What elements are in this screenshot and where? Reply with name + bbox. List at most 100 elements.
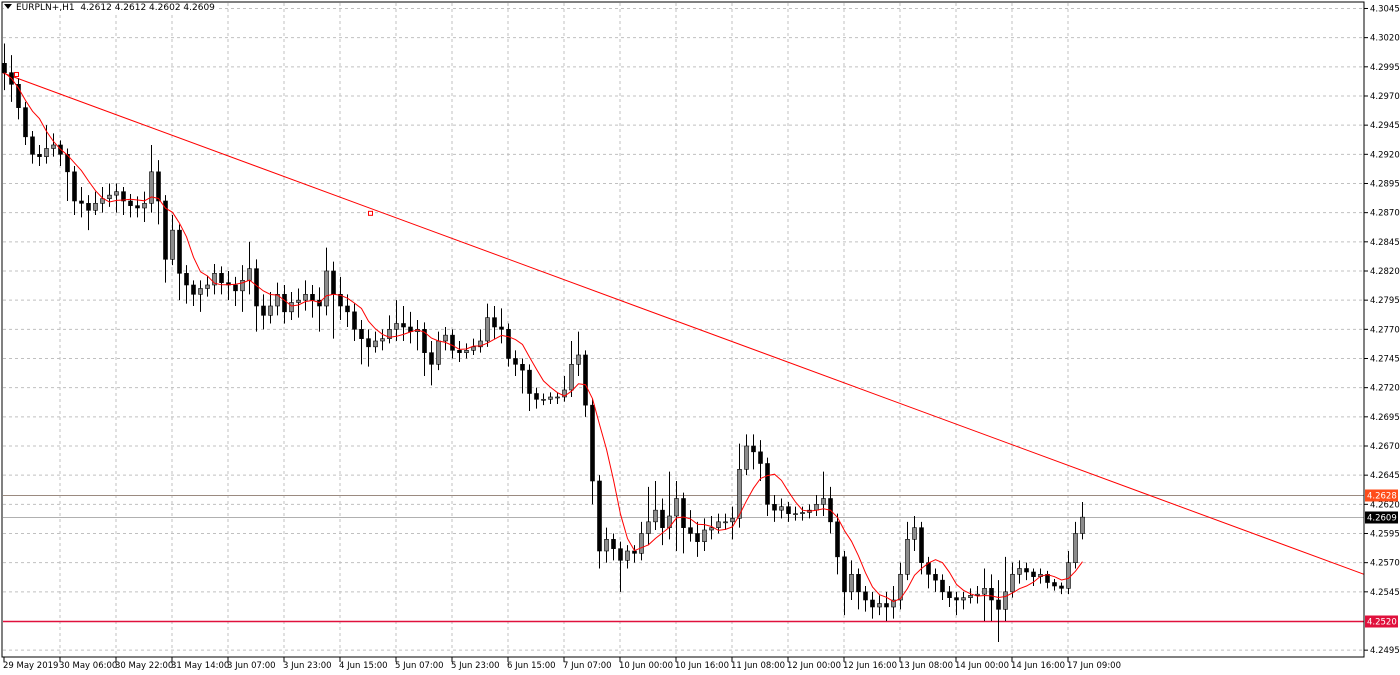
candle-bear (954, 597, 959, 601)
candle-bull (709, 527, 714, 531)
candle-bull (303, 294, 308, 301)
candle-bear (688, 527, 693, 534)
x-tick-label: 12 Jun 00:00 (787, 661, 841, 671)
candle-bear (765, 463, 770, 505)
candle-bull (982, 588, 987, 595)
candle-bear (219, 273, 224, 283)
candle-bear (989, 588, 994, 601)
candle-bear (919, 527, 924, 563)
y-tick-label: 4.2845 (1370, 238, 1400, 248)
grid (3, 3, 1364, 657)
candle-bear (450, 334, 455, 351)
x-tick-label: 29 May 2019 (3, 661, 58, 671)
x-tick-label: 14 Jun 00:00 (955, 661, 1009, 671)
candle-bear (156, 171, 161, 202)
candle-bear (786, 506, 791, 514)
candle-bull (485, 317, 490, 342)
x-tick-label: 12 Jun 16:00 (843, 661, 897, 671)
candle-bear (37, 154, 42, 157)
x-tick-label: 11 Jun 08:00 (731, 661, 785, 671)
level-label-box-support (1365, 615, 1398, 628)
candle-bear (429, 352, 434, 365)
y-tick-label: 4.2595 (1370, 529, 1400, 539)
candle-bear (618, 548, 623, 561)
x-tick-label: 14 Jun 16:00 (1011, 661, 1065, 671)
x-tick-label: 3 Jun 07:00 (227, 661, 276, 671)
candle-bull (814, 504, 819, 511)
candle-bear (422, 329, 427, 353)
dropdown-triangle-icon[interactable] (4, 4, 12, 9)
candle-bear (191, 284, 196, 295)
candle-bull (240, 280, 245, 292)
x-tick-label: 30 May 22:00 (115, 661, 173, 671)
candle-bull (1080, 516, 1085, 534)
candle-bull (296, 299, 301, 303)
candle-bear (611, 539, 616, 549)
candle-bull (569, 364, 574, 391)
candle-bear (842, 556, 847, 593)
candle-bull (93, 203, 98, 211)
level-labels: 4.2628 4.2609 4.2520 (1365, 489, 1398, 628)
candle-bull (394, 323, 399, 330)
x-tick-label: 13 Jun 08:00 (899, 661, 953, 671)
candle-bear (254, 268, 259, 307)
candle-bear (1052, 582, 1057, 587)
candle-bear (660, 509, 665, 528)
candle-bull (170, 229, 175, 260)
candle-bull (1010, 574, 1015, 593)
candle-bull (51, 144, 56, 149)
candle-bear (947, 591, 952, 598)
y-tick-label: 4.2545 (1370, 588, 1400, 598)
y-tick-label: 4.2720 (1370, 384, 1400, 394)
moving-average-line (4, 72, 1083, 603)
y-tick-label: 4.2770 (1370, 325, 1400, 335)
x-tick-label: 7 Jun 07:00 (563, 661, 612, 671)
candle-bear (408, 326, 413, 332)
candle-bull (198, 288, 203, 295)
y-tick-label: 4.2495 (1370, 646, 1400, 656)
candle-bear (933, 574, 938, 581)
candle-bull (471, 346, 476, 351)
candle-bull (793, 513, 798, 515)
candle-bull (1003, 591, 1008, 610)
y-tick-label: 4.2920 (1370, 150, 1400, 160)
x-tick-label: 31 May 14:00 (171, 661, 229, 671)
candle-bull (464, 350, 469, 353)
candle-bear (681, 498, 686, 528)
x-tick-label: 5 Jun 23:00 (451, 661, 500, 671)
price-axis[interactable]: 4.3045 4.3020 4.2995 4.2970 4.2945 4.2920 4.28… (1364, 4, 1400, 656)
candle-bear (366, 338, 371, 348)
y-tick-label: 4.2570 (1370, 559, 1400, 569)
trendline[interactable] (2, 71, 1365, 575)
candle-bear (79, 200, 84, 204)
candle-bull (730, 518, 735, 523)
y-tick-label: 4.2820 (1370, 267, 1400, 277)
candle-bear (506, 329, 511, 359)
candle-bull (555, 396, 560, 399)
candle-bear (317, 299, 322, 307)
y-tick-label: 4.2670 (1370, 442, 1400, 452)
y-tick-label: 4.2645 (1370, 471, 1400, 481)
candle-bear (863, 591, 868, 601)
candle-bull (737, 469, 742, 519)
candle-bear (772, 504, 777, 511)
candle-bull (324, 270, 329, 307)
trendline-segment (2, 72, 1365, 575)
candle-bear (163, 200, 168, 260)
candle-bear (1059, 585, 1064, 589)
candle-bull (744, 445, 749, 470)
candle-bull (275, 294, 280, 307)
candle-bear (121, 191, 126, 202)
candle-bear (359, 329, 364, 339)
candle-bear (331, 270, 336, 295)
candle-bear (310, 294, 315, 301)
ohlc-values: 4.2612 4.2612 4.2602 4.2609 (80, 3, 215, 13)
candle-bull (142, 203, 147, 209)
trendline-anchor-handle (368, 210, 373, 216)
candle-bull (646, 521, 651, 534)
candle-bear (751, 445, 756, 453)
candle-bear (338, 294, 343, 307)
candle-bull (877, 603, 882, 608)
